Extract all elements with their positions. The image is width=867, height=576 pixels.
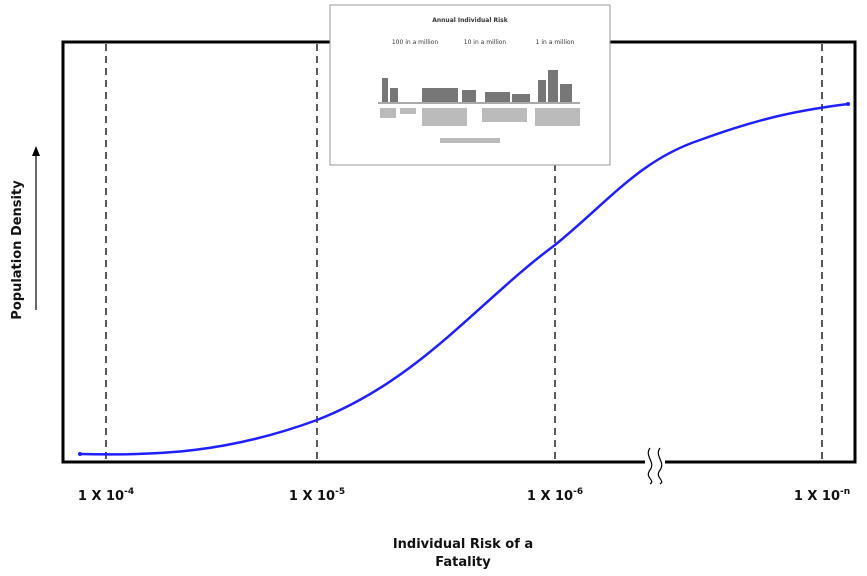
x-tick-label: 1 X 10-5 bbox=[289, 487, 345, 504]
tick-base: 1 X 10 bbox=[527, 489, 573, 504]
tick-base: 1 X 10 bbox=[794, 489, 840, 504]
guides bbox=[105, 44, 823, 460]
curve-end bbox=[78, 452, 82, 456]
x-axis-label: Fatality bbox=[435, 555, 491, 570]
y-axis-label: Population Density bbox=[10, 180, 25, 320]
inset-level: 10 in a million bbox=[464, 39, 507, 46]
x-tick-label: 1 X 10-4 bbox=[78, 487, 134, 504]
inset-title: Annual Individual Risk bbox=[432, 17, 508, 24]
inset-illustrations bbox=[382, 70, 572, 102]
inset-level: 100 in a million bbox=[392, 39, 439, 46]
x-axis-label: Individual Risk of a bbox=[393, 537, 533, 552]
x-ticks: 1 X 10-4 1 X 10-5 1 X 10-6 1 X 10-n bbox=[78, 487, 850, 504]
axis-break bbox=[647, 447, 663, 485]
tick-base: 1 X 10 bbox=[289, 489, 335, 504]
curve-end bbox=[846, 102, 850, 106]
inset-level: 1 in a million bbox=[536, 39, 575, 46]
inset-captions bbox=[380, 108, 580, 143]
tick-exponent: -4 bbox=[124, 487, 134, 497]
tick-exponent: -n bbox=[840, 487, 850, 497]
tick-base: 1 X 10 bbox=[78, 489, 124, 504]
axis-break-gap bbox=[645, 452, 665, 472]
x-tick-label: 1 X 10-n bbox=[794, 487, 850, 504]
tick-exponent: -6 bbox=[573, 487, 583, 497]
tick-exponent: -5 bbox=[335, 487, 345, 497]
risk-curve bbox=[79, 102, 849, 456]
inset: Annual Individual Risk 100 in a million … bbox=[329, 4, 611, 166]
x-tick-label: 1 X 10-6 bbox=[527, 487, 583, 504]
y-arrow-head bbox=[32, 146, 40, 156]
